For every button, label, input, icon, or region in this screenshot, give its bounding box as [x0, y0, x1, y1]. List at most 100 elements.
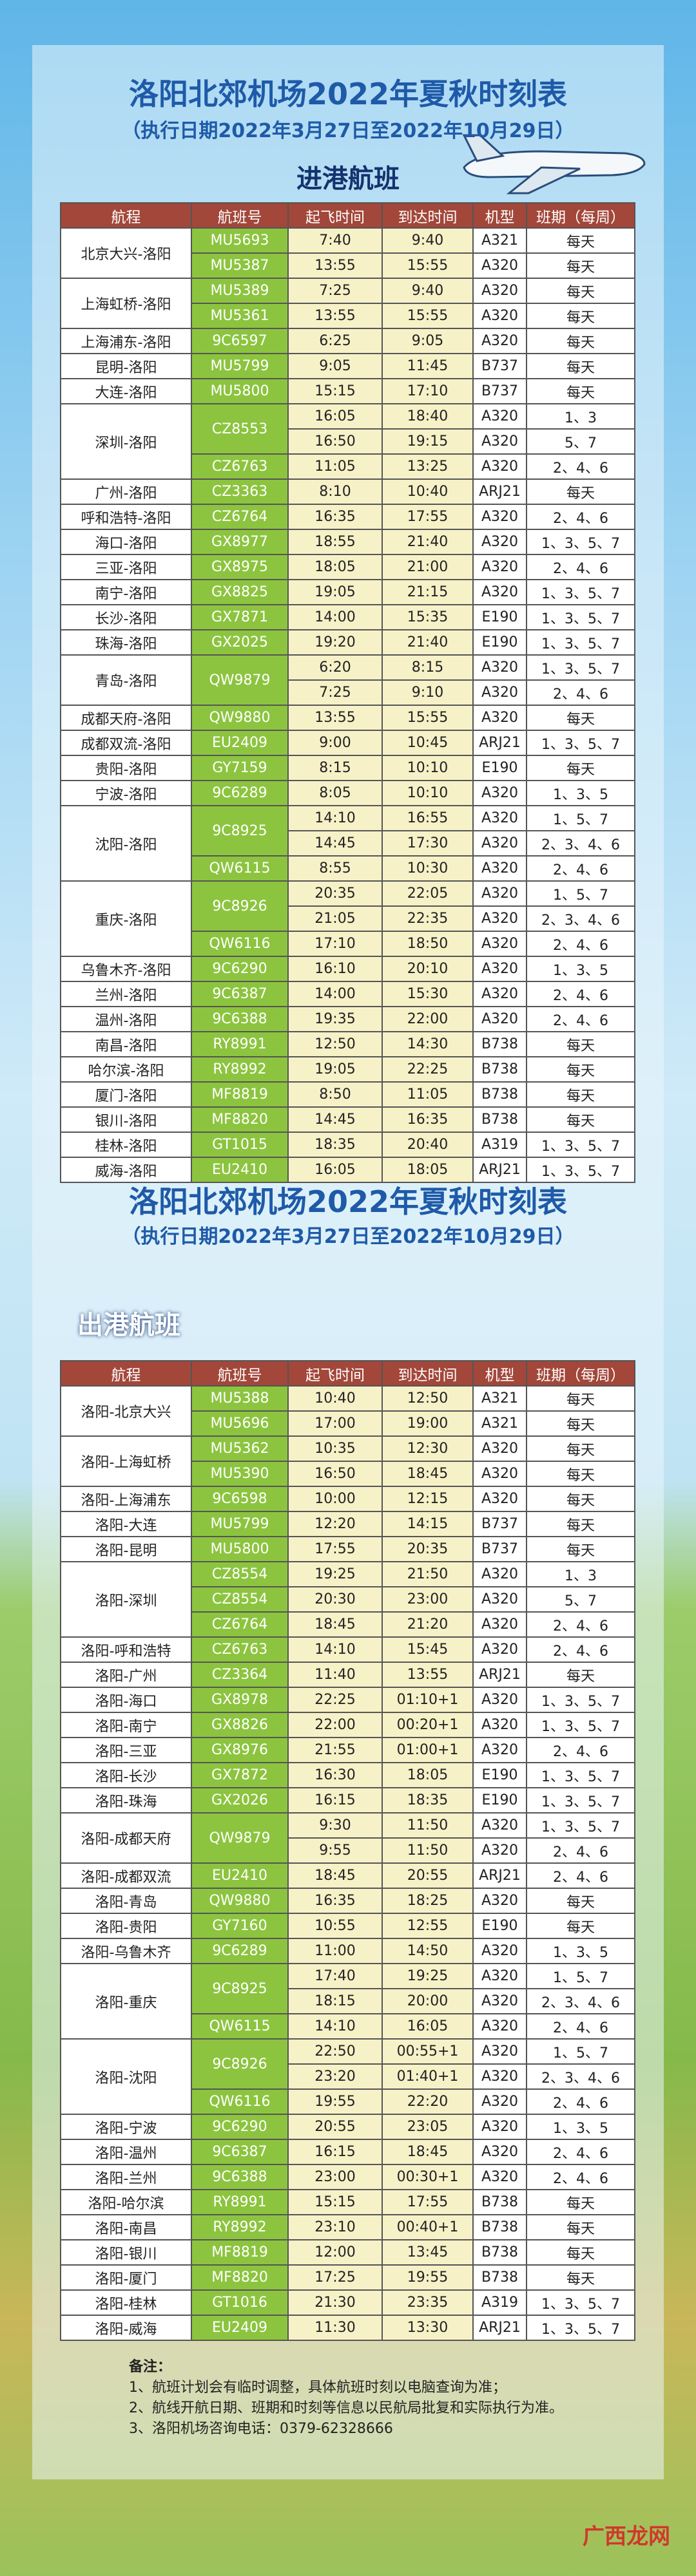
departure-time: 7:25: [287, 278, 383, 304]
departure-time: 23:00: [287, 2164, 383, 2190]
flight-row: 呼和浩特-洛阳 CZ6764 16:35 17:55 A320 2、4、6: [60, 504, 635, 530]
arrival-time: 14:30: [382, 1031, 474, 1057]
departure-time: 18:45: [287, 1862, 383, 1889]
aircraft-type: B738: [472, 2189, 527, 2215]
aircraft-type: A320: [472, 956, 527, 982]
flight-row: 洛阳-北京大兴 MU5388 10:40 12:50 A321 每天: [60, 1385, 635, 1437]
arrival-time: 18:40: [382, 403, 474, 430]
departure-time: 9:30: [287, 1812, 383, 1839]
route: 温州-洛阳: [60, 1006, 192, 1032]
flight-row: 洛阳-南昌 RY8992 23:10 00:40+1 B738 每天: [60, 2214, 635, 2240]
column-header: 机型: [472, 202, 527, 229]
flight-row: 洛阳-成都天府 QW9879 9:30 11:50 A320 1、3、5、7: [60, 1812, 635, 1864]
flight-row: 桂林-洛阳 GT1015 18:35 20:40 A319 1、3、5、7: [60, 1132, 635, 1158]
aircraft-type: A320: [472, 504, 527, 530]
flight-row: 洛阳-重庆 9C8925 17:40 19:25 A320 1、5、7: [60, 1963, 635, 2040]
title: 洛阳北郊机场2022年夏秋时刻表: [128, 77, 568, 111]
weekly-days: 每天: [526, 1056, 635, 1083]
aircraft-type: B738: [472, 1056, 527, 1083]
flight-row: 哈尔滨-洛阳 RY8992 19:05 22:25 B738 每天: [60, 1056, 635, 1083]
flight-row: CZ6763 11:05 13:25 A320 2、4、6: [61, 453, 635, 480]
weekly-days: 每天: [526, 303, 635, 329]
aircraft-type: B737: [472, 1536, 527, 1562]
flight-number: 9C6387: [191, 2139, 289, 2165]
departure-time: 20:35: [287, 880, 383, 907]
weekly-days: 每天: [526, 1461, 635, 1487]
aircraft-type: ARJ21: [472, 730, 527, 756]
column-header: 航班号: [191, 1360, 289, 1387]
flight-number: RY8991: [191, 1031, 289, 1057]
arrival-time: 18:25: [382, 1888, 474, 1914]
arrival-time: 00:20+1: [382, 1712, 474, 1738]
weekly-days: 每天: [526, 755, 635, 781]
flight-number: 9C8926: [191, 880, 289, 932]
departure-time: 23:20: [287, 2063, 383, 2090]
departure-time: 14:10: [287, 805, 383, 831]
aircraft-type: A320: [472, 1586, 527, 1613]
flight-row: 洛阳-桂林 GT1016 21:30 23:35 A319 1、3、5、7: [60, 2289, 635, 2316]
flight-number: MF8820: [191, 2264, 289, 2291]
flight-number: GX8978: [191, 1687, 289, 1713]
header-row: 航程 航班号 起飞时间 到达时间 机型 班期（每周）: [60, 202, 635, 229]
arrival-time: 13:55: [382, 1662, 474, 1688]
flight-number: RY8992: [191, 2214, 289, 2240]
departure-time: 16:30: [287, 1762, 383, 1788]
note: 3、洛阳机场咨询电话：0379-62328666: [129, 2421, 393, 2437]
arrival-time: 13:30: [382, 2315, 474, 2341]
departure-time: 21:55: [287, 1737, 383, 1763]
route: 呼和浩特-洛阳: [60, 504, 192, 530]
flight-row: 21:05 22:35 A320 2、3、4、6: [61, 905, 635, 932]
flight-row: 洛阳-乌鲁木齐 9C6289 11:00 14:50 A320 1、3、5: [60, 1938, 635, 1964]
aircraft-type: A320: [472, 554, 527, 580]
aircraft-type: A320: [472, 1938, 527, 1964]
route: 洛阳-厦门: [60, 2264, 192, 2291]
departure-time: 8:55: [287, 855, 383, 882]
arrival-time: 11:45: [382, 353, 474, 379]
flight-row: 乌鲁木齐-洛阳 9C6290 16:10 20:10 A320 1、3、5: [60, 956, 635, 982]
arrival-time: 18:45: [382, 1461, 474, 1487]
aircraft-type: E190: [472, 1787, 527, 1814]
aircraft-type: A320: [472, 2088, 527, 2115]
arrival-time: 22:05: [382, 880, 474, 907]
column-header: 航班号: [191, 202, 289, 229]
departure-time: 16:50: [287, 428, 383, 455]
flight-number: RY8991: [191, 2189, 289, 2215]
flight-number: 9C6290: [191, 2114, 289, 2140]
departure-time: 12:00: [287, 2239, 383, 2266]
weekly-days: 2、3、4、6: [526, 830, 635, 857]
arrival-time: 18:45: [382, 2139, 474, 2165]
route: 南昌-洛阳: [60, 1031, 192, 1057]
weekly-days: 每天: [526, 278, 635, 304]
flight-number: 9C8925: [191, 1963, 289, 2014]
departure-time: 17:10: [287, 931, 383, 957]
departure-time: 18:15: [287, 1988, 383, 2014]
route: 上海浦东-洛阳: [60, 328, 192, 354]
departure-time: 17:55: [287, 1536, 383, 1562]
aircraft-type: A319: [472, 1132, 527, 1158]
weekly-days: 1、5、7: [526, 805, 635, 831]
flight-number: 9C6289: [191, 1938, 289, 1964]
departure-time: 10:55: [287, 1913, 383, 1939]
route: 洛阳-长沙: [60, 1762, 192, 1788]
arrival-time: 12:50: [382, 1385, 474, 1412]
weekly-days: 2、3、4、6: [526, 1988, 635, 2014]
aircraft-type: A320: [472, 1611, 527, 1638]
flight-row: 重庆-洛阳 9C8926 20:35 22:05 A320 1、5、7: [60, 880, 635, 957]
aircraft-type: A320: [472, 931, 527, 957]
aircraft-type: A320: [472, 2013, 527, 2040]
weekly-days: 每天: [526, 1410, 635, 1437]
weekly-days: 1、3、5、7: [526, 1712, 635, 1738]
flight-row: 洛阳-成都双流 EU2410 18:45 20:55 ARJ21 2、4、6: [60, 1862, 635, 1889]
departure-time: 17:00: [287, 1410, 383, 1437]
weekly-days: 每天: [526, 1662, 635, 1688]
weekly-days: 每天: [526, 2189, 635, 2215]
arrival-time: 9:05: [382, 328, 474, 354]
arrival-time: 9:40: [382, 227, 474, 254]
route: 宁波-洛阳: [60, 780, 192, 806]
column-header: 班期（每周）: [526, 1360, 635, 1387]
arrival-time: 22:00: [382, 1006, 474, 1032]
flight-number: 9C6597: [191, 328, 289, 354]
departure-time: 21:05: [287, 905, 383, 932]
arrival-time: 12:30: [382, 1435, 474, 1462]
